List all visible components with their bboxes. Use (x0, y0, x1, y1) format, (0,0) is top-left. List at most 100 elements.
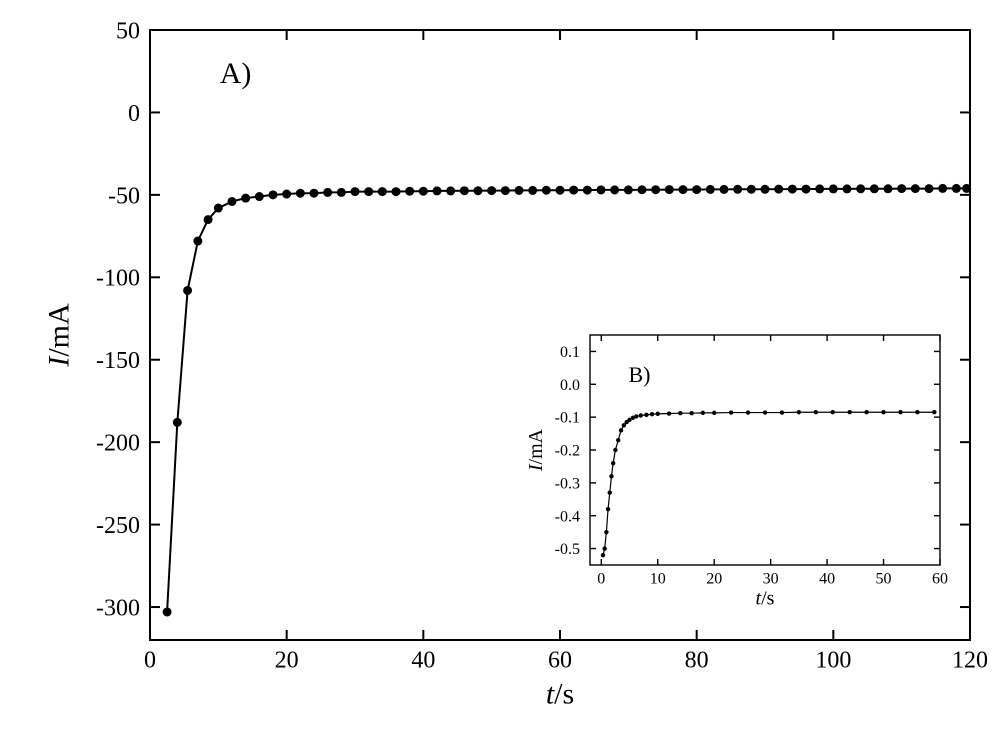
series-marker (446, 186, 455, 195)
inset-x-axis-label: t/s (756, 587, 775, 609)
series-marker (616, 438, 620, 442)
series-marker (665, 185, 674, 194)
panel-label: A) (220, 57, 252, 90)
x-tick-label: 60 (548, 648, 572, 674)
series-marker (337, 188, 346, 197)
inset-panel-label: B) (629, 362, 651, 387)
series-marker (706, 185, 715, 194)
series-marker (843, 184, 852, 193)
series-marker (689, 411, 693, 415)
series-marker (610, 185, 619, 194)
series-marker (679, 185, 688, 194)
series-marker (856, 184, 865, 193)
series-marker (938, 184, 947, 193)
series-marker (606, 507, 610, 511)
series-marker (881, 410, 885, 414)
series-marker (228, 197, 237, 206)
series-marker (528, 186, 537, 195)
series-marker (720, 185, 729, 194)
x-tick-label: 50 (876, 570, 892, 587)
y-tick-label: -300 (96, 595, 140, 621)
figure-wrapper: 020406080100120-300-250-200-150-100-5005… (0, 0, 1000, 734)
series-marker (163, 607, 172, 616)
series-marker (747, 185, 756, 194)
series-marker (864, 410, 868, 414)
y-axis-label: I/mA (42, 303, 75, 368)
series-marker (815, 184, 824, 193)
series-marker (323, 188, 332, 197)
series-marker (763, 410, 767, 414)
series-marker (624, 185, 633, 194)
x-tick-label: 10 (650, 570, 666, 587)
series-marker (712, 411, 716, 415)
series-marker (962, 184, 971, 193)
x-tick-label: 40 (819, 570, 835, 587)
series-marker (650, 412, 654, 416)
series-marker (214, 204, 223, 213)
series-marker (405, 187, 414, 196)
series-marker (829, 184, 838, 193)
series-marker (729, 410, 733, 414)
series-marker (774, 185, 783, 194)
series-marker (296, 189, 305, 198)
x-tick-label: 60 (932, 570, 948, 587)
series-marker (569, 186, 578, 195)
x-tick-label: 40 (411, 648, 435, 674)
series-marker (639, 413, 643, 417)
y-tick-label: -250 (96, 513, 140, 539)
series-marker (419, 187, 428, 196)
series-marker (656, 412, 660, 416)
series-marker (932, 410, 936, 414)
x-tick-label: 20 (275, 648, 299, 674)
series-marker (501, 186, 510, 195)
series-marker (925, 184, 934, 193)
series-marker (392, 187, 401, 196)
series-marker (378, 187, 387, 196)
x-tick-label: 0 (597, 570, 605, 587)
series-marker (701, 411, 705, 415)
series-marker (556, 186, 565, 195)
y-tick-label: -0.2 (555, 443, 580, 460)
series-marker (460, 186, 469, 195)
series-marker (761, 185, 770, 194)
x-tick-label: 80 (685, 648, 709, 674)
y-tick-label: -0.5 (555, 541, 580, 558)
series-marker (915, 410, 919, 414)
series-marker (638, 185, 647, 194)
series-marker (634, 414, 638, 418)
series-marker (898, 410, 902, 414)
x-tick-label: 30 (763, 570, 779, 587)
series-marker (351, 187, 360, 196)
x-tick-label: 20 (706, 570, 722, 587)
y-tick-label: -100 (96, 266, 140, 292)
x-tick-label: 120 (952, 648, 988, 674)
series-marker (870, 184, 879, 193)
series-marker (193, 237, 202, 246)
series-marker (611, 461, 615, 465)
series-marker (604, 530, 608, 534)
series-marker (802, 185, 811, 194)
series-marker (173, 418, 182, 427)
series-marker (282, 190, 291, 199)
chart-svg: 020406080100120-300-250-200-150-100-5005… (0, 0, 1000, 734)
series-marker (608, 491, 612, 495)
series-marker (911, 184, 920, 193)
x-axis-label: t/s (546, 678, 574, 711)
inset-y-axis-label: I/mA (525, 428, 547, 472)
series-marker (602, 546, 606, 550)
series-marker (601, 553, 605, 557)
series-marker (814, 410, 818, 414)
series-marker (733, 185, 742, 194)
series-marker (651, 185, 660, 194)
series-marker (667, 411, 671, 415)
x-tick-label: 0 (144, 648, 156, 674)
series-marker (364, 187, 373, 196)
series-marker (583, 186, 592, 195)
series-marker (847, 410, 851, 414)
series-marker (204, 215, 213, 224)
y-tick-label: -0.1 (555, 410, 580, 427)
series-marker (487, 186, 496, 195)
y-tick-label: -0.4 (555, 508, 580, 525)
series-marker (678, 411, 682, 415)
series-marker (897, 184, 906, 193)
